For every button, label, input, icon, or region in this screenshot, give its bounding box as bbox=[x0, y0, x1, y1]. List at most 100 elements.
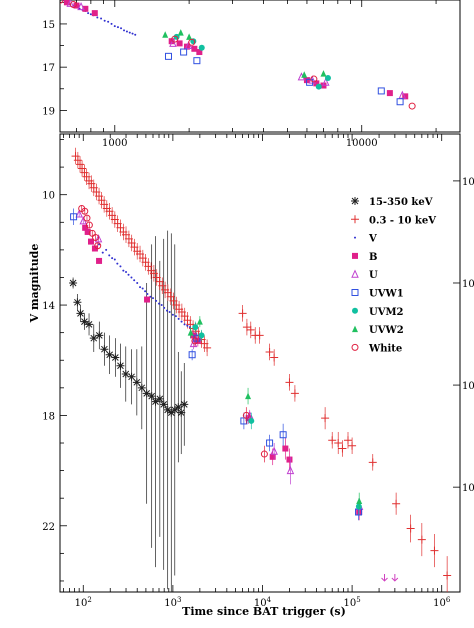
data-point bbox=[187, 329, 194, 336]
data-point bbox=[170, 405, 179, 414]
data-point bbox=[87, 12, 90, 15]
data-point bbox=[167, 408, 176, 417]
data-point bbox=[192, 324, 199, 331]
data-point bbox=[96, 257, 103, 264]
data-point bbox=[130, 276, 133, 279]
data-point bbox=[113, 25, 116, 28]
data-point bbox=[96, 16, 99, 19]
data-point bbox=[381, 573, 388, 582]
data-point bbox=[89, 13, 92, 16]
data-point bbox=[101, 251, 104, 254]
data-point bbox=[320, 70, 327, 77]
series-v bbox=[98, 243, 191, 329]
data-point bbox=[163, 405, 172, 414]
legend-marker bbox=[352, 325, 358, 333]
data-point bbox=[392, 499, 401, 508]
data-point bbox=[198, 44, 205, 51]
data-point bbox=[338, 444, 347, 453]
data-point bbox=[91, 10, 98, 17]
plot-frame bbox=[59, 133, 461, 593]
series-uvw1 bbox=[164, 48, 404, 106]
data-point bbox=[191, 337, 199, 345]
data-layer bbox=[69, 147, 452, 592]
y-tick-label: 17 bbox=[42, 63, 55, 74]
x-tick-label: 106 bbox=[433, 596, 451, 609]
legend-label: White bbox=[368, 343, 402, 354]
data-point bbox=[377, 87, 385, 95]
data-point bbox=[196, 49, 203, 56]
data-point bbox=[119, 265, 122, 268]
data-point bbox=[174, 403, 183, 412]
x-tick-label: 105 bbox=[343, 596, 360, 609]
legend-marker bbox=[351, 269, 359, 278]
data-point bbox=[147, 392, 156, 401]
data-point bbox=[84, 228, 91, 235]
legend: 15-350 keV 0.3 - 10 keV VBU UVW1 UVM2 UVW2 Whi… bbox=[351, 197, 436, 354]
data-point bbox=[71, 152, 80, 161]
data-point bbox=[183, 323, 186, 326]
data-point bbox=[282, 445, 289, 452]
y-axis-title: V magnitude bbox=[28, 244, 41, 324]
legend-marker bbox=[351, 343, 359, 351]
data-point bbox=[255, 331, 264, 340]
data-point bbox=[95, 331, 104, 340]
data-point bbox=[406, 524, 415, 533]
data-point bbox=[396, 98, 404, 106]
data-point bbox=[151, 397, 160, 406]
data-point bbox=[286, 456, 293, 463]
data-point bbox=[94, 242, 102, 250]
data-point bbox=[290, 389, 299, 398]
data-point bbox=[168, 38, 175, 45]
series-uvw2 bbox=[187, 316, 363, 510]
data-point bbox=[92, 233, 100, 241]
data-point bbox=[310, 75, 318, 83]
data-point bbox=[94, 234, 103, 243]
x-tick-label: 103 bbox=[164, 596, 181, 609]
data-point bbox=[69, 278, 78, 287]
data-point bbox=[80, 317, 89, 326]
data-point bbox=[240, 417, 248, 425]
data-point bbox=[108, 254, 111, 257]
series-upper-limits bbox=[381, 573, 399, 582]
data-point bbox=[180, 48, 188, 56]
data-point bbox=[139, 286, 142, 289]
x-tick-label: 1000 bbox=[102, 138, 127, 149]
data-point bbox=[164, 52, 172, 60]
data-point bbox=[196, 318, 203, 325]
data-point bbox=[180, 320, 183, 323]
plot-frame bbox=[59, 0, 461, 133]
data-point bbox=[111, 353, 120, 362]
data-point bbox=[159, 400, 168, 409]
data-point bbox=[242, 411, 250, 419]
data-point bbox=[163, 306, 166, 309]
data-point bbox=[260, 450, 268, 458]
data-point bbox=[343, 436, 352, 445]
data-point bbox=[334, 439, 343, 448]
series-15-350-kev bbox=[69, 230, 189, 592]
series-white bbox=[60, 0, 416, 110]
data-point bbox=[85, 221, 93, 229]
data-point bbox=[91, 245, 98, 252]
data-point bbox=[80, 168, 89, 177]
data-point bbox=[313, 80, 320, 87]
data-point bbox=[134, 33, 137, 36]
data-point bbox=[82, 5, 89, 12]
data-point bbox=[60, 0, 64, 4]
data-point bbox=[408, 102, 416, 110]
legend-label: U bbox=[369, 270, 378, 281]
data-point bbox=[83, 214, 91, 222]
data-point bbox=[186, 33, 193, 40]
y-tick-label: 15 bbox=[42, 20, 55, 31]
series-uvm2 bbox=[192, 321, 362, 515]
data-point bbox=[270, 353, 279, 362]
data-point bbox=[386, 90, 393, 97]
data-point bbox=[270, 446, 278, 455]
data-point bbox=[417, 535, 426, 544]
data-point bbox=[169, 38, 177, 47]
data-point bbox=[171, 313, 174, 316]
data-point bbox=[176, 40, 183, 47]
data-point bbox=[105, 350, 114, 359]
data-point bbox=[151, 297, 154, 300]
series-uvw2 bbox=[162, 29, 327, 78]
series-uvw1 bbox=[70, 208, 363, 521]
